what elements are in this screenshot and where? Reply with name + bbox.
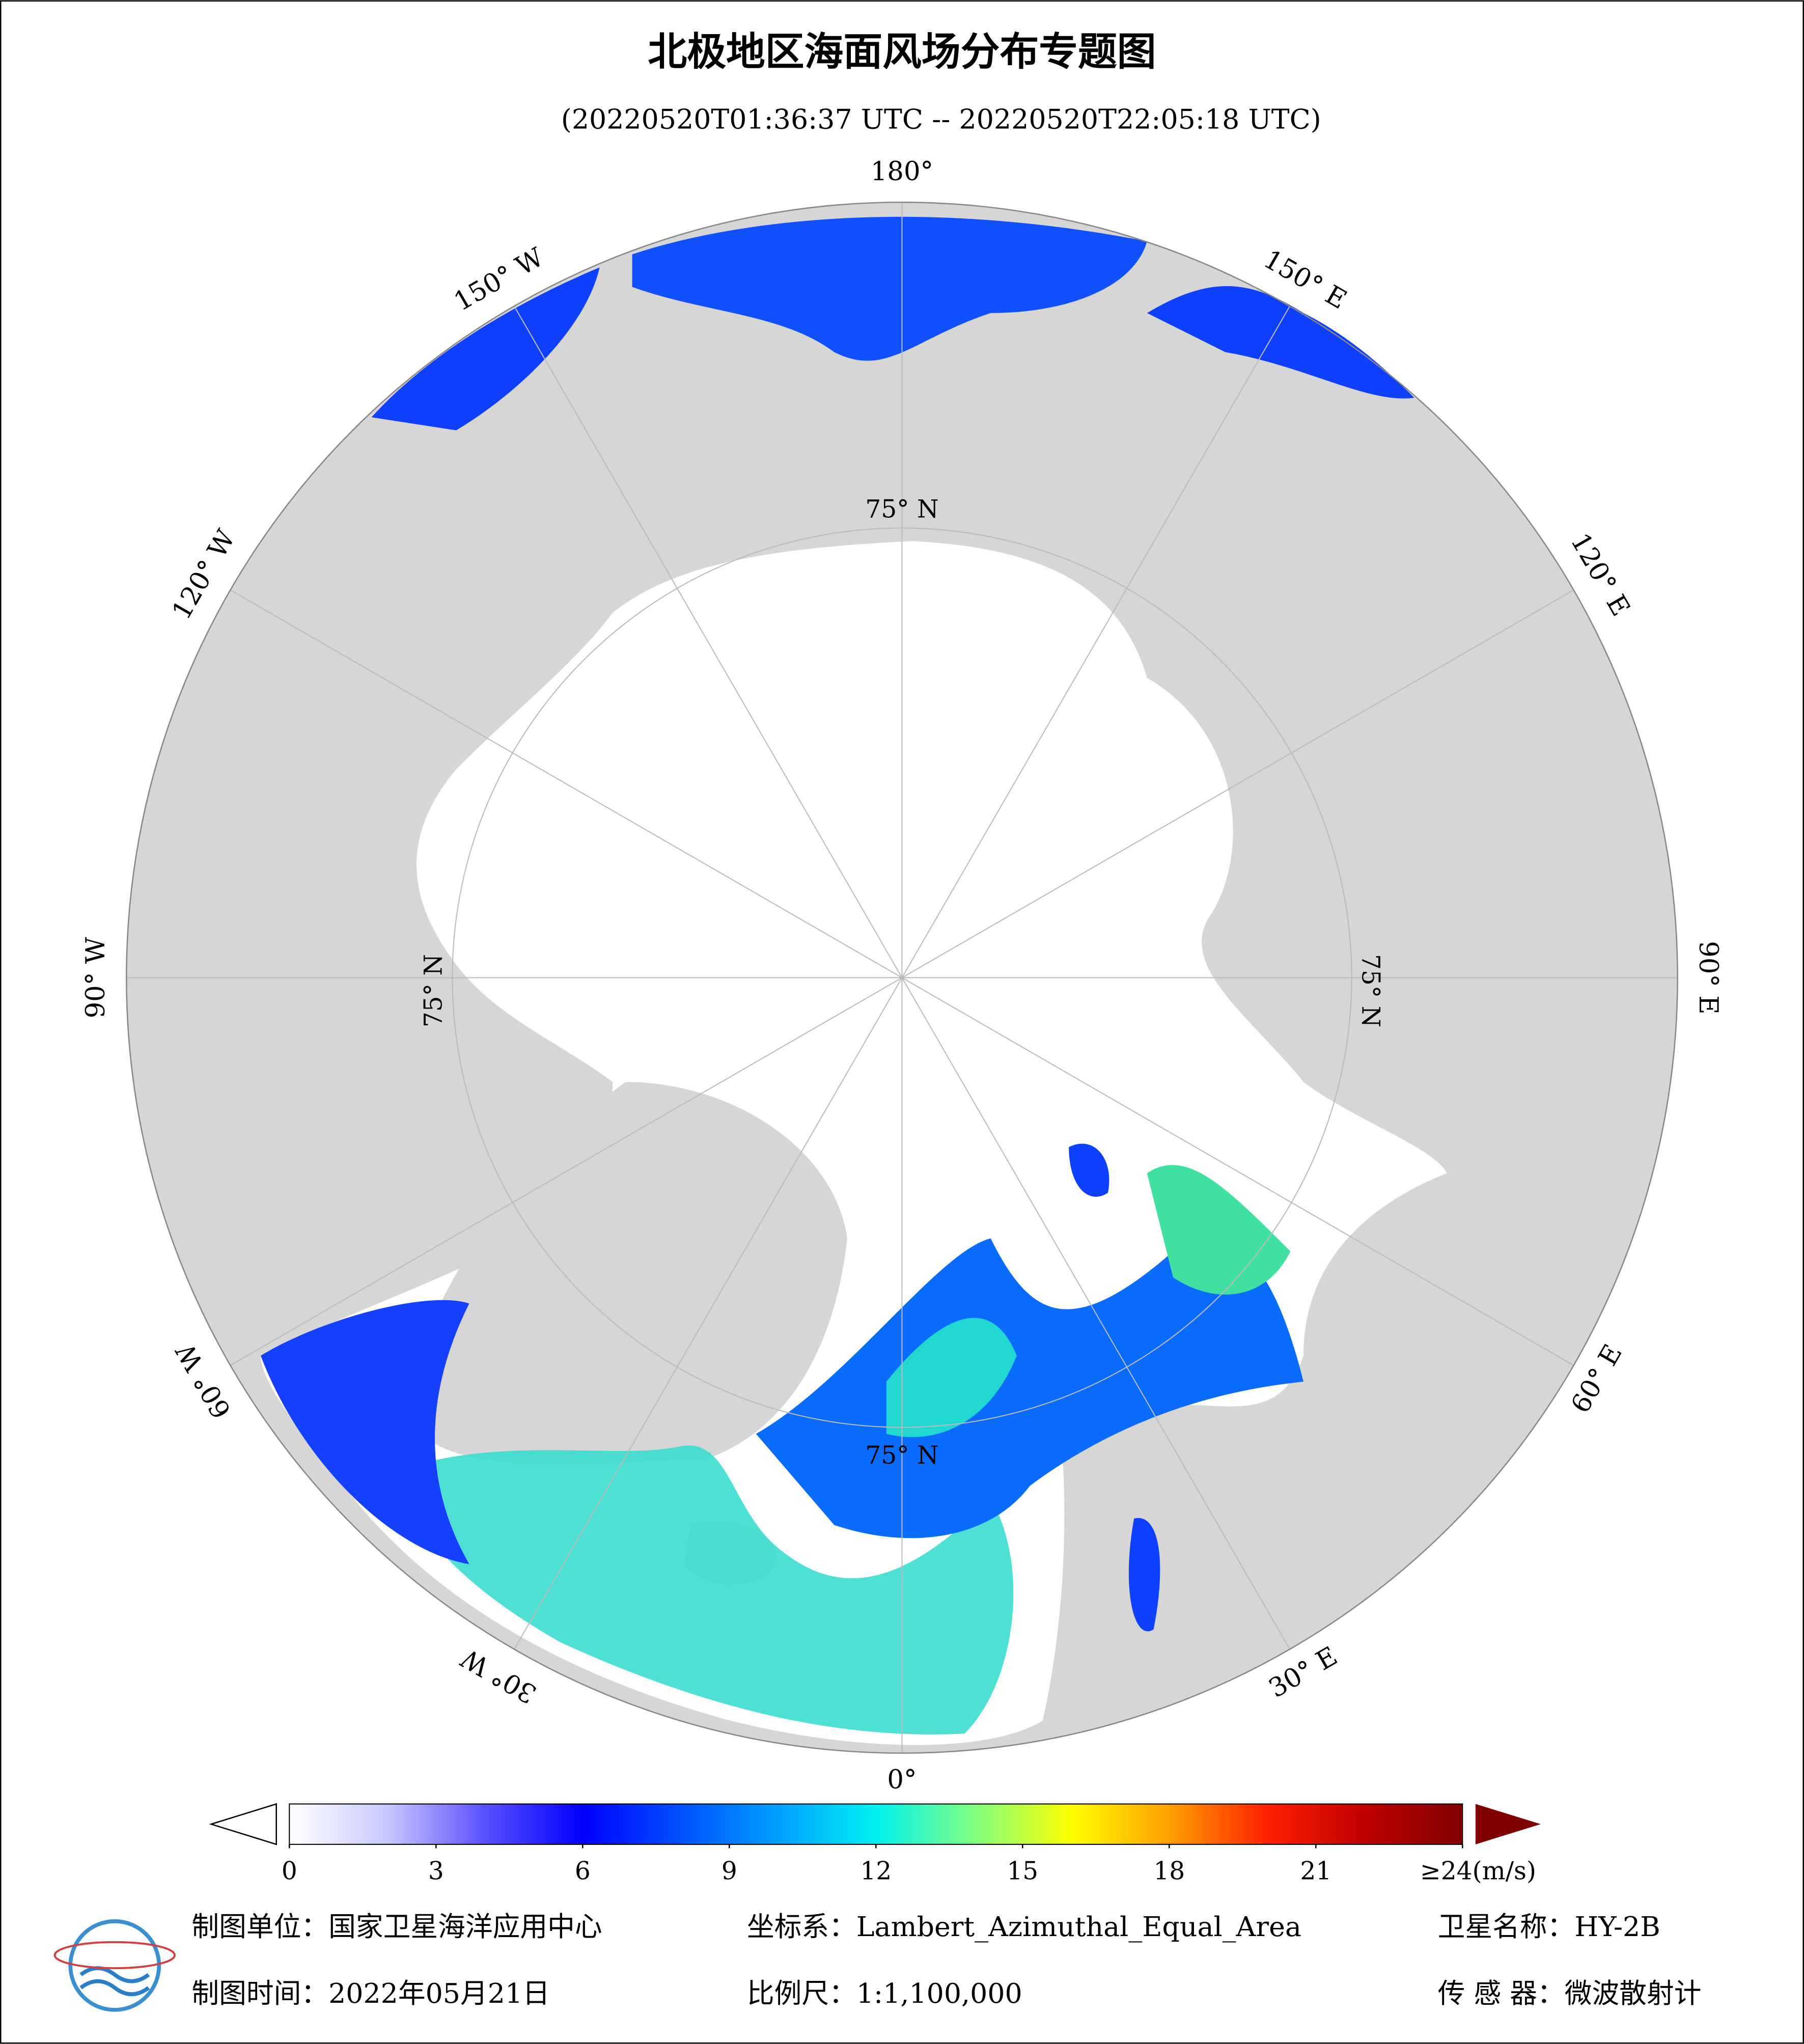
wind-field [632,216,1147,361]
meridian [901,977,1574,1366]
colorbar-tick-label: 12 [860,1857,892,1886]
longitude-label: 180° [871,156,933,187]
map [126,201,1678,1754]
wind-field [260,1300,469,1564]
logo-waves [79,1966,150,1996]
meridian [514,305,903,978]
meridian [901,305,1290,978]
colorbar-tick-label: 15 [1007,1857,1038,1886]
colorbar-tick-label: 18 [1153,1857,1185,1886]
colorbar: 0 3 6 9 12 15 18 21 ≥24(m/s) [209,1803,1541,1886]
wind-field [371,267,600,431]
wind-field [391,1445,1014,1734]
wind-field [1147,286,1414,399]
footer-scale: 比例尺：1:1,100,000 [747,1977,1022,2009]
colorbar-tick-label: 6 [575,1857,591,1886]
colorbar-tick-label: 9 [721,1857,737,1886]
latitude-label: 75° N [865,1441,938,1470]
subtitle: (20220520T01:36:37 UTC -- 20220520T22:05… [561,103,1321,135]
footer-sensor: 传 感 器：微波散射计 [1438,1977,1702,2009]
map-border [126,201,1678,1754]
latitude-label: 75° N [865,495,938,523]
greenland [404,1082,847,1464]
graticule [126,202,1678,1753]
wind-field [886,1318,1017,1437]
meridian [514,977,903,1650]
logo [53,1919,176,2012]
wind-field [1128,1518,1160,1632]
colorbar-bar [289,1803,1463,1845]
meridian [230,977,903,1366]
colorbar-tick-label: ≥24(m/s) [1420,1857,1536,1886]
longitude-label: 90° E [1693,941,1724,1014]
title: 北极地区海面风场分布专题图 [648,29,1156,75]
meridian [901,977,1290,1650]
colorbar-tick-label: 21 [1300,1857,1331,1886]
wind-field [756,1238,1303,1538]
latitude-label: 75° N [420,954,448,1027]
colorbar-over [1475,1804,1541,1844]
wind-field [1069,1143,1109,1197]
colorbar-tick-label: 3 [428,1857,444,1886]
meridian [901,589,1574,978]
colorbar-tick-label: 0 [282,1857,297,1886]
meridian [230,589,903,978]
footer-unit: 制图单位：国家卫星海洋应用中心 [191,1911,602,1943]
footer-satellite: 卫星名称：HY-2B [1438,1911,1660,1943]
longitude-label: 0° [887,1765,917,1795]
footer-date: 制图时间：2022年05月21日 [191,1977,550,2009]
logo-orbit [53,1941,176,1969]
footer-projection: 坐标系：Lambert_Azimuthal_Equal_Area [747,1911,1301,1943]
longitude-label: 90° W [80,937,111,1018]
colorbar-under [209,1803,277,1845]
wind-field [1147,1165,1291,1295]
latitude-label: 75° N [1356,954,1384,1027]
